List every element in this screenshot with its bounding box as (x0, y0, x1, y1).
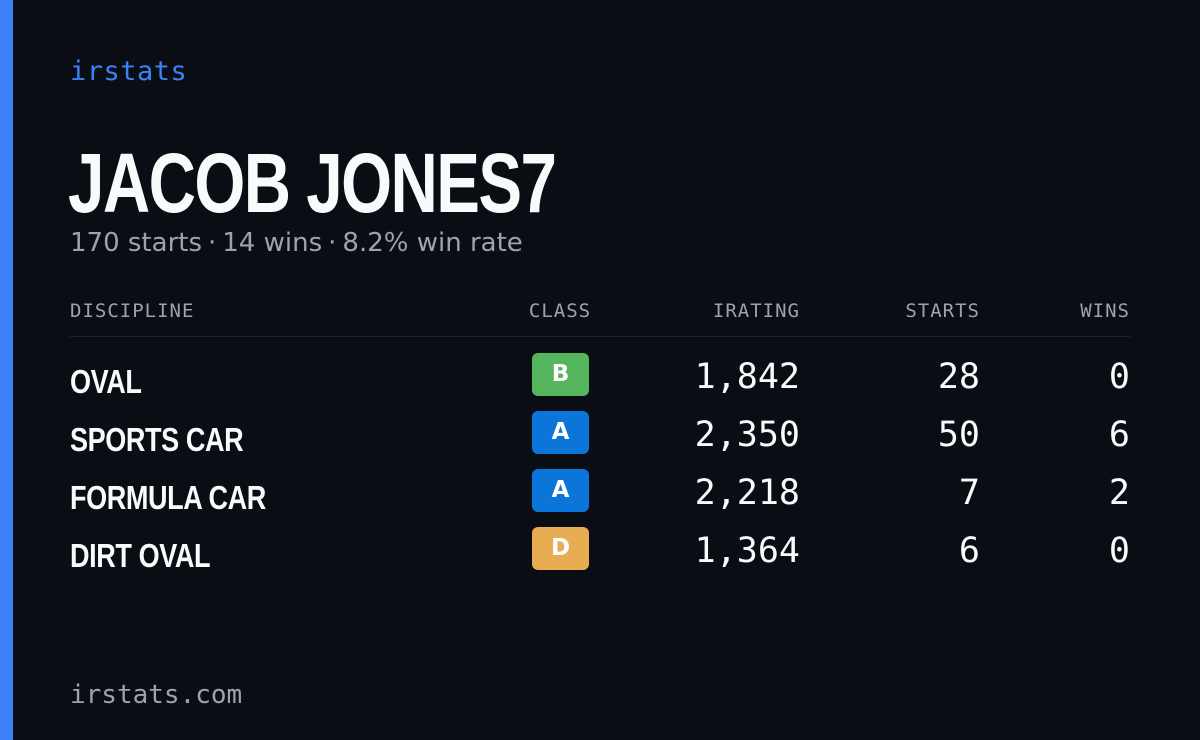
player-name: JACOB JONES7 (68, 136, 557, 230)
starts-value: 28 (937, 357, 980, 397)
separator: · (208, 228, 217, 258)
irating-value: 2,350 (694, 415, 800, 455)
win-rate-summary: 8.2% win rate (342, 228, 523, 258)
starts-value: 7 (958, 473, 980, 513)
table-body: OVAL B 1,842 28 0 SPORTS CAR A 2,350 50 … (70, 337, 1130, 585)
accent-bar (0, 0, 13, 740)
irating-value: 1,842 (694, 357, 800, 397)
header-starts: STARTS (905, 300, 980, 322)
class-badge: D (532, 527, 589, 570)
discipline-name: OVAL (70, 363, 142, 400)
header-discipline: DISCIPLINE (70, 300, 195, 322)
table-header: DISCIPLINE CLASS IRATING STARTS WINS (70, 298, 1130, 337)
class-badge: A (532, 411, 589, 454)
irating-value: 1,364 (694, 531, 800, 571)
wins-value: 6 (1108, 415, 1130, 455)
header-wins: WINS (1080, 300, 1130, 322)
discipline-name: SPORTS CAR (70, 421, 244, 458)
starts-value: 50 (937, 415, 980, 455)
starts-summary: 170 starts (70, 228, 202, 258)
table-row: OVAL B 1,842 28 0 (70, 353, 1130, 411)
class-badge: B (532, 353, 589, 396)
discipline-name: DIRT OVAL (70, 537, 211, 574)
discipline-name: FORMULA CAR (70, 479, 266, 516)
wins-value: 0 (1108, 357, 1130, 397)
wins-summary: 14 wins (222, 228, 323, 258)
separator: · (328, 228, 337, 258)
starts-value: 6 (958, 531, 980, 571)
table-row: DIRT OVAL D 1,364 6 0 (70, 527, 1130, 585)
class-badge: A (532, 469, 589, 512)
table-row: SPORTS CAR A 2,350 50 6 (70, 411, 1130, 469)
brand-logo: irstats (70, 56, 188, 87)
footer-url: irstats.com (70, 680, 243, 710)
irating-value: 2,218 (694, 473, 800, 513)
stats-table: DISCIPLINE CLASS IRATING STARTS WINS OVA… (70, 298, 1130, 585)
wins-value: 2 (1108, 473, 1130, 513)
header-irating: IRATING (712, 300, 800, 322)
player-summary: 170 starts · 14 wins · 8.2% win rate (70, 228, 523, 258)
table-row: FORMULA CAR A 2,218 7 2 (70, 469, 1130, 527)
wins-value: 0 (1108, 531, 1130, 571)
header-class: CLASS (528, 300, 592, 322)
